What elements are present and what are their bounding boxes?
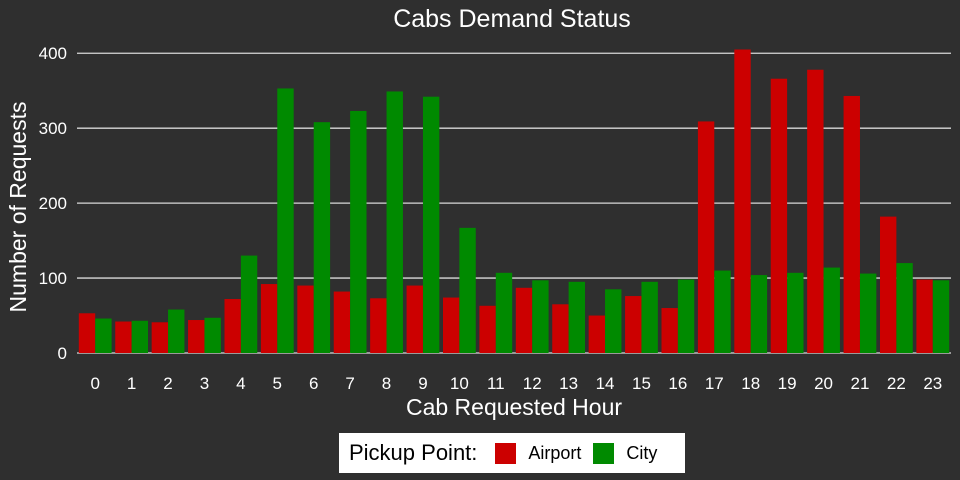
- x-tick-label-1: 1: [127, 374, 136, 393]
- legend-key-airport: [495, 442, 517, 464]
- bar-airport-2: [151, 322, 169, 353]
- legend-key-city: [593, 442, 615, 464]
- x-tick-label-18: 18: [741, 374, 760, 393]
- x-tick-label-13: 13: [559, 374, 578, 393]
- bars: [78, 49, 950, 354]
- bar-airport-0: [78, 313, 96, 353]
- y-axis-label: Number of Requests: [5, 102, 31, 313]
- x-tick-label-23: 23: [923, 374, 942, 393]
- y-tick-label-300: 300: [39, 119, 67, 138]
- x-tick-label-22: 22: [887, 374, 906, 393]
- legend-item-city: City: [593, 442, 658, 464]
- bar-airport-20: [807, 69, 824, 353]
- bar-airport-21: [843, 95, 860, 353]
- bar-city-4: [240, 255, 258, 353]
- x-tick-label-10: 10: [450, 374, 469, 393]
- bar-city-13: [568, 281, 586, 353]
- x-tick-label-7: 7: [345, 374, 354, 393]
- x-tick-label-8: 8: [382, 374, 391, 393]
- bar-city-1: [131, 320, 149, 353]
- x-tick-label-4: 4: [236, 374, 245, 393]
- bar-city-19: [787, 272, 804, 353]
- bar-city-21: [859, 273, 877, 353]
- bar-airport-3: [188, 320, 205, 353]
- bar-airport-11: [479, 305, 496, 353]
- bar-airport-5: [260, 284, 278, 353]
- bar-airport-14: [588, 315, 606, 353]
- bar-airport-17: [697, 121, 715, 353]
- x-tick-label-19: 19: [778, 374, 797, 393]
- legend: Pickup Point: Airport City: [339, 433, 685, 473]
- bar-city-20: [823, 267, 840, 353]
- bar-city-16: [677, 279, 695, 353]
- x-tick-label-5: 5: [273, 374, 282, 393]
- x-tick-label-16: 16: [668, 374, 687, 393]
- bar-airport-7: [333, 291, 351, 353]
- legend-label-city: City: [626, 442, 658, 463]
- chart-svg: Cabs Demand Status Number of Requests Ca…: [5, 5, 951, 420]
- bar-city-10: [459, 227, 476, 353]
- bar-city-11: [495, 272, 513, 353]
- bar-airport-10: [442, 297, 460, 353]
- x-tick-label-3: 3: [200, 374, 209, 393]
- x-tick-label-6: 6: [309, 374, 318, 393]
- bar-city-15: [641, 281, 658, 353]
- bar-airport-12: [515, 287, 533, 353]
- chart-title: Cabs Demand Status: [393, 5, 631, 33]
- x-tick-label-11: 11: [487, 374, 505, 393]
- bar-airport-4: [224, 299, 241, 353]
- bar-airport-9: [406, 285, 423, 353]
- bar-city-2: [168, 309, 185, 353]
- y-tick-labels: 0 100 200 300 400: [39, 44, 67, 363]
- bar-airport-13: [552, 304, 569, 353]
- bar-airport-18: [734, 49, 751, 353]
- bar-airport-15: [625, 296, 642, 353]
- x-axis-label: Cab Requested Hour: [406, 394, 622, 420]
- bar-city-17: [714, 270, 731, 353]
- x-tick-label-9: 9: [418, 374, 427, 393]
- x-tick-label-0: 0: [90, 374, 99, 393]
- y-tick-label-0: 0: [58, 344, 67, 363]
- bar-airport-16: [661, 308, 678, 353]
- bar-airport-1: [115, 321, 132, 353]
- grid-lines: [77, 52, 951, 354]
- bar-city-23: [932, 280, 950, 353]
- bar-airport-8: [370, 298, 387, 353]
- bar-airport-19: [770, 78, 788, 353]
- bar-airport-22: [879, 216, 897, 353]
- bar-airport-23: [916, 279, 933, 353]
- bar-city-0: [95, 318, 112, 353]
- y-tick-label-200: 200: [39, 194, 67, 213]
- y-tick-label-100: 100: [39, 269, 67, 288]
- x-tick-label-17: 17: [705, 374, 724, 393]
- legend-label-airport: Airport: [528, 442, 582, 463]
- bar-airport-6: [297, 285, 314, 353]
- legend-title: Pickup Point:: [349, 440, 478, 465]
- x-tick-labels: 0 1 2 3 4 5 6 7 8 9 10 11 12 13 14 15 16 17 18 19 20 21 22 23: [90, 374, 942, 393]
- x-tick-label-21: 21: [850, 374, 869, 393]
- bar-city-12: [532, 280, 549, 353]
- x-tick-label-15: 15: [632, 374, 651, 393]
- bar-city-22: [896, 263, 913, 353]
- x-tick-label-2: 2: [163, 374, 172, 393]
- y-tick-label-400: 400: [39, 44, 67, 63]
- x-tick-label-20: 20: [814, 374, 833, 393]
- x-tick-label-12: 12: [523, 374, 542, 393]
- x-tick-label-14: 14: [596, 374, 615, 393]
- bar-city-14: [605, 289, 622, 353]
- bar-city-6: [313, 122, 331, 353]
- bar-city-9: [422, 96, 440, 353]
- bar-city-3: [204, 317, 221, 353]
- bar-city-5: [277, 88, 294, 354]
- bar-city-7: [350, 110, 367, 353]
- legend-item-airport: Airport: [495, 442, 582, 464]
- bar-city-18: [750, 275, 768, 353]
- bar-city-8: [386, 91, 403, 354]
